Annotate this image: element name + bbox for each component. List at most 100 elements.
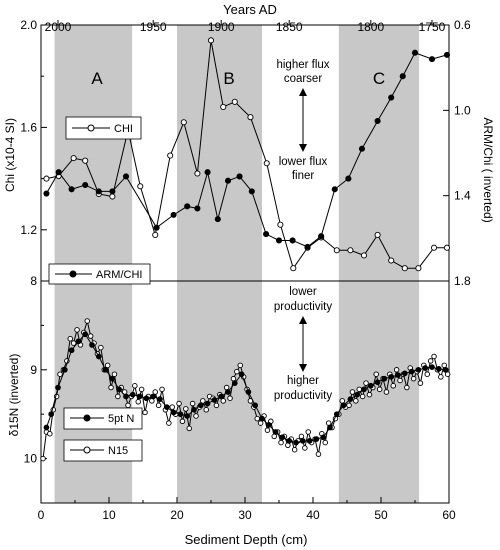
arm-chi-series (43, 49, 451, 250)
n15-point-33 (152, 389, 158, 395)
annotation-productivity-low: productivity (274, 301, 332, 313)
x-axis-title: Sediment Depth (cm) (185, 532, 308, 547)
n15-point-92 (353, 398, 359, 404)
n15-point-44 (189, 400, 196, 407)
n15-point-66 (264, 427, 271, 433)
n15-point-35 (159, 386, 165, 393)
arm-chi-point-24 (374, 117, 381, 125)
x-tick-label-5: 50 (374, 508, 388, 522)
arm-chi-point-9 (184, 203, 191, 210)
n5pt-point-37 (293, 439, 299, 446)
axis-ticks: 0 10 20 30 40 50 60 1.2 1.6 2.0 0.6 1.0 1.4 1.8 8 9 10 (20, 18, 471, 522)
arm-chi-point-20 (318, 233, 325, 240)
legend-n15-label: N15 (108, 445, 128, 457)
arm-chi-point-11 (204, 169, 211, 176)
n5pt-point-0 (43, 424, 50, 431)
n5pt-point-54 (408, 368, 415, 375)
year-tick-label-0: 2000 (45, 20, 72, 34)
n15-point-105 (397, 377, 403, 384)
n15-point-53 (220, 398, 226, 404)
arm-chi-point-27 (411, 49, 419, 56)
bottom-y-tick-label-0: 8 (30, 274, 37, 288)
n5pt-point-23 (197, 402, 204, 409)
top-axis-title: Years AD (223, 2, 277, 17)
arm-chi-point-26 (399, 73, 406, 80)
n5pt-point-44 (340, 402, 347, 409)
arm-chi-point-18 (289, 237, 296, 244)
n15-point-119 (444, 371, 451, 377)
n5pt-point-8 (95, 353, 102, 360)
n15-point-96 (366, 391, 373, 398)
n15-point-8 (67, 335, 73, 342)
arm-chi-point-15 (248, 188, 255, 195)
n5pt-point-5 (75, 338, 82, 345)
n5pt-point-12 (123, 393, 129, 400)
n15-point-58 (237, 362, 243, 369)
n15-point-109 (410, 375, 417, 382)
annotation-productivity-high: productivity (274, 390, 332, 402)
n5pt-point-10 (109, 375, 116, 382)
x-tick-label-3: 30 (238, 508, 252, 522)
n5pt-point-49 (374, 379, 381, 386)
legend-arm-chi: ARM/CHI (48, 263, 151, 285)
n15-point-101 (383, 389, 390, 395)
n15-point-29 (138, 386, 145, 393)
n15-point-77 (302, 445, 308, 451)
arm-chi-point-2 (68, 186, 75, 193)
shaded-band-1 (177, 25, 262, 503)
n5pt-point-6 (82, 331, 89, 338)
n5pt-point-19 (170, 409, 177, 416)
arm-chi-point-1 (55, 169, 62, 176)
n5pt-point-28 (231, 380, 238, 386)
n15-point-117 (438, 374, 444, 380)
chi-point-21 (333, 247, 340, 254)
n5pt-point-16 (150, 393, 157, 400)
n15-point-93 (356, 386, 362, 393)
arm-chi-point-6 (122, 173, 130, 180)
top-right-y-tick-label-0: 0.6 (454, 18, 471, 32)
top-right-y-tick-label-1: 1.0 (454, 103, 471, 117)
n5pt-point-2 (55, 384, 61, 391)
n5pt-point-30 (245, 389, 252, 395)
n15-point-30 (142, 409, 148, 416)
n15-point-90 (346, 402, 352, 409)
n5pt-point-36 (286, 437, 293, 444)
top-double-arrow (299, 88, 307, 152)
chi-point-18 (290, 265, 297, 272)
chi-point-0 (43, 175, 50, 182)
n15-point-0 (40, 455, 46, 462)
n5pt-point-45 (347, 396, 354, 402)
n15-point-57 (234, 368, 240, 375)
x-tick-label-4: 40 (306, 508, 320, 522)
chi-point-29 (443, 244, 451, 251)
n15-point-51 (213, 402, 220, 409)
year-tick-label-2: 1900 (208, 20, 235, 34)
top-right-ylabel: ARM/Chi ( inverted) (481, 117, 495, 222)
x-tick-label-6: 60 (442, 508, 456, 522)
n5pt-point-58 (435, 366, 442, 372)
chi-point-2 (70, 155, 77, 162)
legend-chi-label: CHI (114, 123, 133, 135)
chi-point-25 (388, 257, 395, 264)
n15-point-107 (404, 384, 410, 391)
n15-point-28 (135, 399, 141, 405)
band-label-c: C (373, 69, 385, 88)
legend-n15: N15 (63, 439, 143, 462)
chi-point-24 (374, 231, 381, 238)
band-label-a: A (91, 69, 103, 88)
n15-point-74 (291, 446, 298, 453)
n5pt-point-35 (279, 434, 286, 441)
n5pt-point-59 (442, 366, 449, 373)
legend-arm-chi-marker (69, 270, 77, 278)
n15-point-40 (176, 400, 182, 407)
n5pt-point-34 (272, 429, 279, 435)
n15-point-20 (108, 384, 114, 391)
annotation-lower-flux: lower flux (279, 156, 328, 168)
chi-point-5 (109, 193, 116, 200)
arm-chi-point-7 (153, 224, 160, 231)
chi-point-14 (231, 98, 238, 105)
n15-point-19 (104, 362, 111, 369)
n15-point-48 (203, 407, 209, 413)
arm-chi-point-3 (82, 181, 89, 189)
n5pt-point-56 (422, 365, 429, 371)
